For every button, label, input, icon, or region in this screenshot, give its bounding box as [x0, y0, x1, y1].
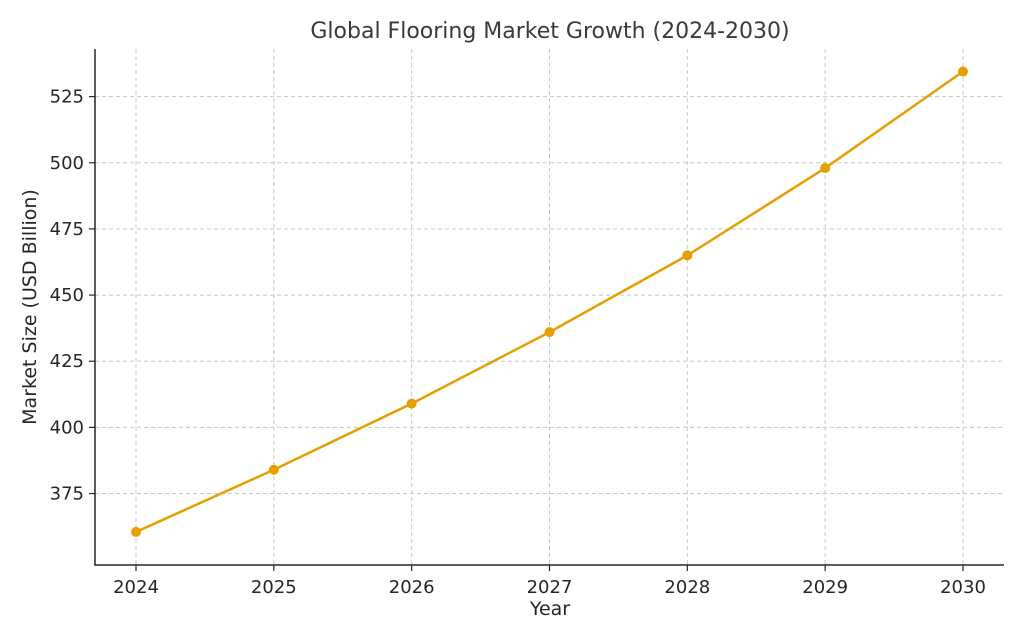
axis-spines: [94, 49, 1004, 566]
x-tick-label: 2028: [664, 577, 710, 598]
series-layer: [131, 66, 968, 537]
y-axis-label: Market Size (USD Billion): [19, 189, 41, 425]
y-tick-label: 475: [50, 219, 84, 240]
y-tick-label: 500: [50, 153, 84, 174]
x-tick-label: 2024: [113, 577, 159, 598]
data-point: [958, 66, 968, 77]
data-point: [820, 163, 831, 174]
ticks: 2024 2025 2026 2027 2028 2029 2030 375 400 425 450…: [50, 87, 986, 598]
x-tick-label: 2026: [389, 577, 435, 598]
gridlines: [95, 49, 1004, 565]
y-tick-label: 425: [50, 351, 84, 372]
x-tick-label: 2027: [527, 577, 573, 598]
y-tick-label: 525: [50, 87, 84, 108]
x-tick-label: 2029: [802, 577, 848, 598]
data-point: [131, 526, 141, 537]
data-point: [544, 327, 555, 338]
x-tick-label: 2030: [940, 577, 986, 598]
x-axis-label: Year: [529, 598, 570, 620]
data-point: [268, 464, 279, 475]
axes: [94, 49, 1004, 566]
data-point: [682, 250, 693, 261]
y-tick-label: 400: [50, 417, 84, 438]
x-tick-label: 2025: [251, 577, 297, 598]
data-point: [406, 398, 417, 409]
chart-title: Global Flooring Market Growth (2024-2030…: [310, 19, 789, 44]
y-tick-label: 375: [50, 484, 84, 505]
y-tick-label: 450: [50, 285, 84, 306]
